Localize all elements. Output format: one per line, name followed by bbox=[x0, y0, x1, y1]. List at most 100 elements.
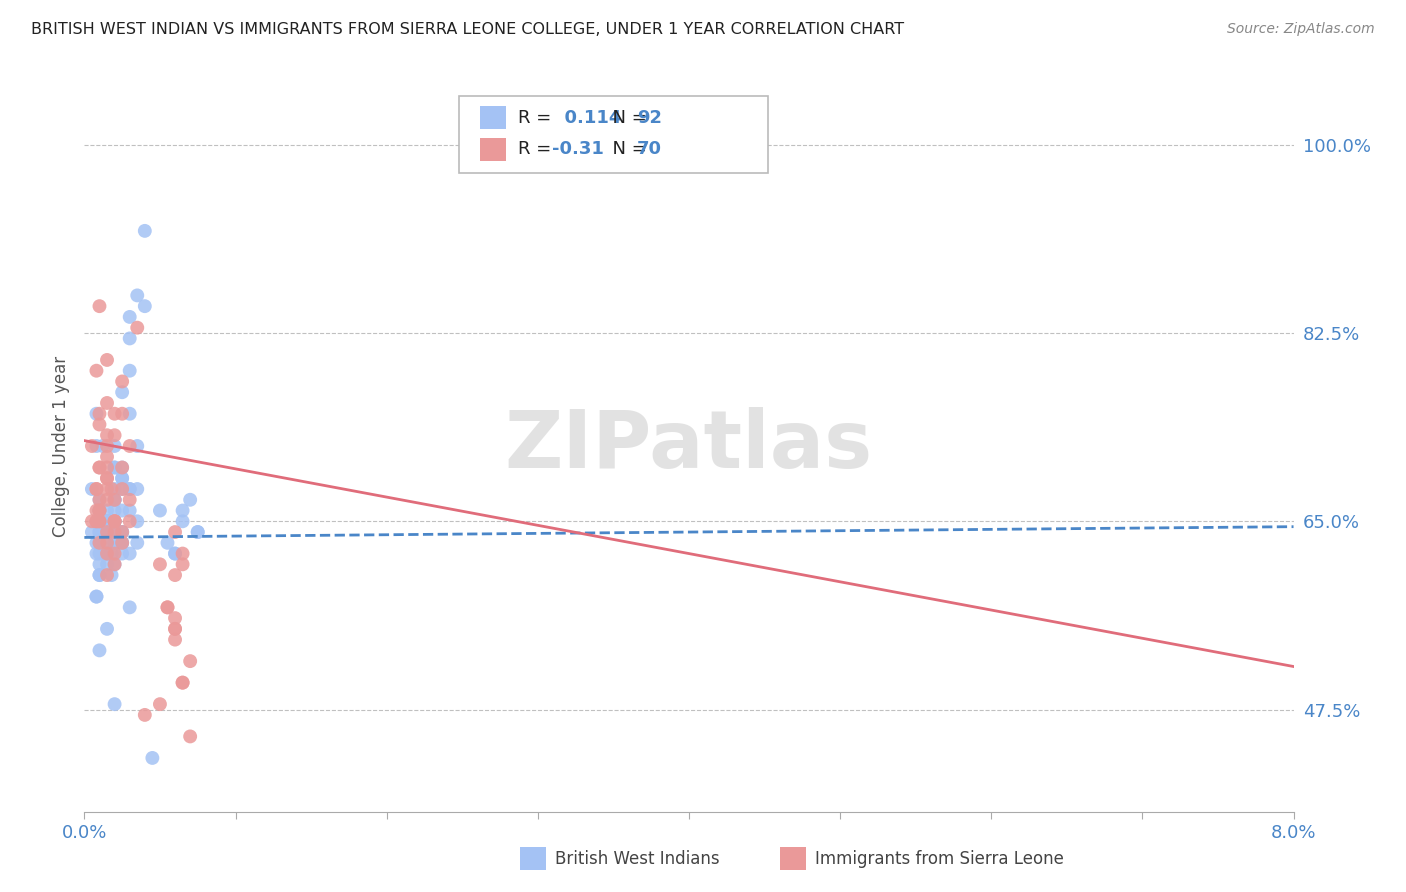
Point bbox=[96, 514, 118, 528]
Point bbox=[96, 439, 118, 453]
Point bbox=[179, 654, 201, 668]
Point bbox=[96, 622, 118, 636]
Point bbox=[127, 514, 149, 528]
Point bbox=[89, 299, 111, 313]
Point bbox=[118, 439, 141, 453]
Point bbox=[141, 751, 163, 765]
Point bbox=[172, 547, 194, 561]
Point bbox=[80, 439, 103, 453]
Point bbox=[89, 492, 111, 507]
Point bbox=[165, 622, 187, 636]
Point bbox=[104, 492, 127, 507]
Point bbox=[118, 492, 141, 507]
Point bbox=[104, 460, 127, 475]
Point bbox=[165, 524, 187, 539]
Point bbox=[104, 524, 127, 539]
Point bbox=[118, 514, 141, 528]
Point bbox=[89, 417, 111, 432]
Point bbox=[96, 503, 118, 517]
Point bbox=[111, 482, 134, 496]
Point bbox=[165, 632, 187, 647]
Point bbox=[118, 547, 141, 561]
Point bbox=[118, 407, 141, 421]
Point bbox=[111, 536, 134, 550]
Point bbox=[86, 482, 108, 496]
Point bbox=[165, 622, 187, 636]
Point bbox=[86, 514, 108, 528]
Text: 70: 70 bbox=[637, 140, 662, 159]
Point bbox=[165, 547, 187, 561]
Point bbox=[86, 536, 108, 550]
Point bbox=[127, 482, 149, 496]
Point bbox=[100, 547, 122, 561]
Bar bbox=[479, 106, 506, 129]
Point bbox=[80, 524, 103, 539]
Point bbox=[89, 492, 111, 507]
Point bbox=[104, 536, 127, 550]
Point bbox=[89, 547, 111, 561]
Point bbox=[96, 547, 118, 561]
Point bbox=[111, 536, 134, 550]
Text: ZIPatlas: ZIPatlas bbox=[505, 407, 873, 485]
Point bbox=[89, 503, 111, 517]
Text: R =: R = bbox=[519, 140, 557, 159]
Point bbox=[111, 536, 134, 550]
Point bbox=[111, 471, 134, 485]
Text: 0.114: 0.114 bbox=[553, 109, 621, 127]
Point bbox=[118, 482, 141, 496]
Point bbox=[96, 450, 118, 464]
Point bbox=[96, 396, 118, 410]
Point bbox=[111, 503, 134, 517]
Text: 92: 92 bbox=[637, 109, 662, 127]
Point bbox=[89, 514, 111, 528]
Point bbox=[111, 524, 134, 539]
Point bbox=[91, 439, 114, 453]
Point bbox=[187, 524, 209, 539]
Point bbox=[96, 428, 118, 442]
Point bbox=[111, 547, 134, 561]
Point bbox=[89, 643, 111, 657]
Point bbox=[104, 514, 127, 528]
Point bbox=[134, 707, 156, 722]
Point bbox=[86, 590, 108, 604]
Point bbox=[134, 224, 156, 238]
Point bbox=[156, 600, 179, 615]
Point bbox=[86, 547, 108, 561]
Point bbox=[89, 568, 111, 582]
Point bbox=[111, 375, 134, 389]
Point bbox=[96, 482, 118, 496]
Point bbox=[104, 503, 127, 517]
Point bbox=[104, 547, 127, 561]
Point bbox=[172, 514, 194, 528]
Point bbox=[172, 675, 194, 690]
Bar bbox=[479, 137, 506, 161]
Point bbox=[111, 524, 134, 539]
Point bbox=[89, 568, 111, 582]
Point bbox=[104, 514, 127, 528]
Point bbox=[96, 536, 118, 550]
Point bbox=[96, 558, 118, 572]
Point bbox=[179, 492, 201, 507]
Point bbox=[127, 536, 149, 550]
Point bbox=[104, 407, 127, 421]
Text: Immigrants from Sierra Leone: Immigrants from Sierra Leone bbox=[815, 850, 1064, 868]
Point bbox=[89, 407, 111, 421]
Point bbox=[96, 547, 118, 561]
Point bbox=[96, 471, 118, 485]
Point bbox=[172, 675, 194, 690]
Point bbox=[111, 407, 134, 421]
Point bbox=[149, 503, 172, 517]
Point bbox=[172, 558, 194, 572]
Point bbox=[149, 558, 172, 572]
Point bbox=[86, 407, 108, 421]
Point bbox=[100, 482, 122, 496]
Point bbox=[96, 524, 118, 539]
Point bbox=[104, 697, 127, 711]
Y-axis label: College, Under 1 year: College, Under 1 year bbox=[52, 355, 70, 537]
Text: -0.31: -0.31 bbox=[553, 140, 605, 159]
Point bbox=[86, 590, 108, 604]
Text: British West Indians: British West Indians bbox=[555, 850, 720, 868]
Point bbox=[86, 514, 108, 528]
Point bbox=[96, 514, 118, 528]
Point bbox=[172, 503, 194, 517]
